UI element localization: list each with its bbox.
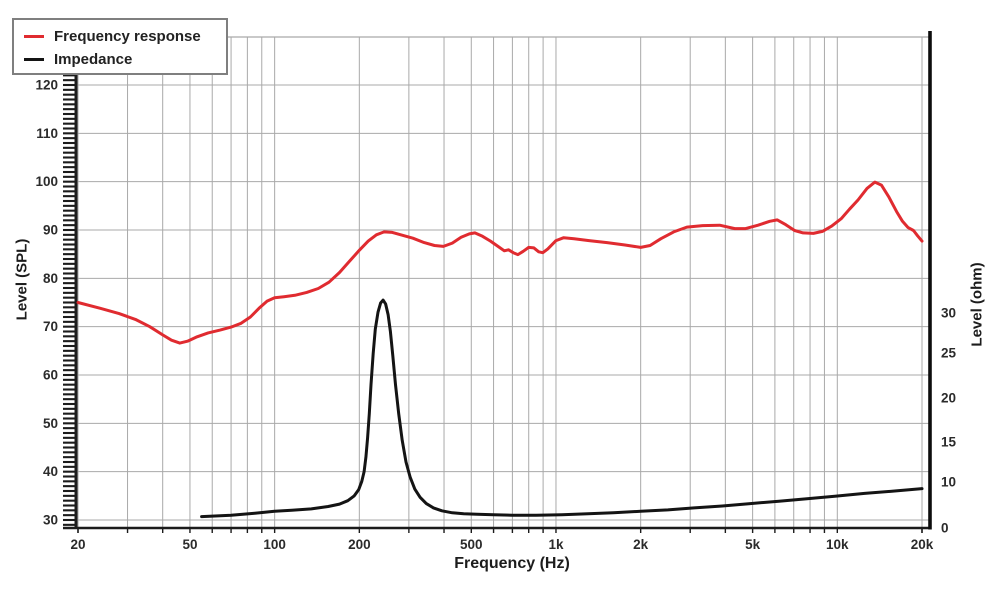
right-axis-tick-label: 30 xyxy=(941,306,956,321)
x-axis-tick-label: 10k xyxy=(826,537,849,552)
x-axis-tick-label: 20 xyxy=(70,537,85,552)
legend-item-frequency-response: Frequency response xyxy=(24,25,216,48)
x-axis-tick-label: 50 xyxy=(182,537,197,552)
impedance-curve xyxy=(200,298,924,519)
left-axis-tick-label: 40 xyxy=(43,464,58,479)
impedance-line-icon xyxy=(24,58,44,61)
x-axis-tick-label: 200 xyxy=(348,537,371,552)
right-axis-title: Level (ohm) xyxy=(968,262,986,347)
right-axis-tick-label: 20 xyxy=(941,391,956,406)
left-axis-tick-label: 30 xyxy=(43,513,58,528)
legend-item-impedance: Impedance xyxy=(24,48,216,71)
left-axis-tick-label: 60 xyxy=(43,368,58,383)
frequency-response-curve xyxy=(76,180,924,345)
left-axis-tick-label: 50 xyxy=(43,416,58,431)
left-axis-tick-label: 120 xyxy=(35,78,58,93)
legend-label-impedance: Impedance xyxy=(54,51,133,68)
legend: Frequency response Impedance xyxy=(12,18,228,75)
frequency-response-line-icon xyxy=(24,35,44,38)
left-axis-tick-label: 80 xyxy=(43,271,58,286)
x-axis-tick-label: 2k xyxy=(633,537,649,552)
left-axis-tick-label: 100 xyxy=(35,174,58,189)
right-axis-tick-label: 15 xyxy=(941,435,957,450)
x-axis-tick-label: 20k xyxy=(911,537,934,552)
left-axis-title: Level (SPL) xyxy=(13,238,31,321)
left-axis-tick-label: 110 xyxy=(36,126,58,141)
x-axis-tick-label: 5k xyxy=(745,537,761,552)
x-axis-tick-label: 100 xyxy=(263,537,286,552)
right-axis-tick-label: 10 xyxy=(941,475,956,490)
x-axis-tick-label: 500 xyxy=(460,537,483,552)
x-axis-title: Frequency (Hz) xyxy=(454,555,570,572)
right-axis-tick-label: 25 xyxy=(941,346,957,361)
left-axis-tick-label: 90 xyxy=(43,223,58,238)
right-axis-tick-label: 0 xyxy=(941,521,949,536)
x-axis-tick-label: 1k xyxy=(548,537,564,552)
legend-label-frequency-response: Frequency response xyxy=(54,28,201,45)
left-axis-tick-label: 70 xyxy=(43,319,58,334)
